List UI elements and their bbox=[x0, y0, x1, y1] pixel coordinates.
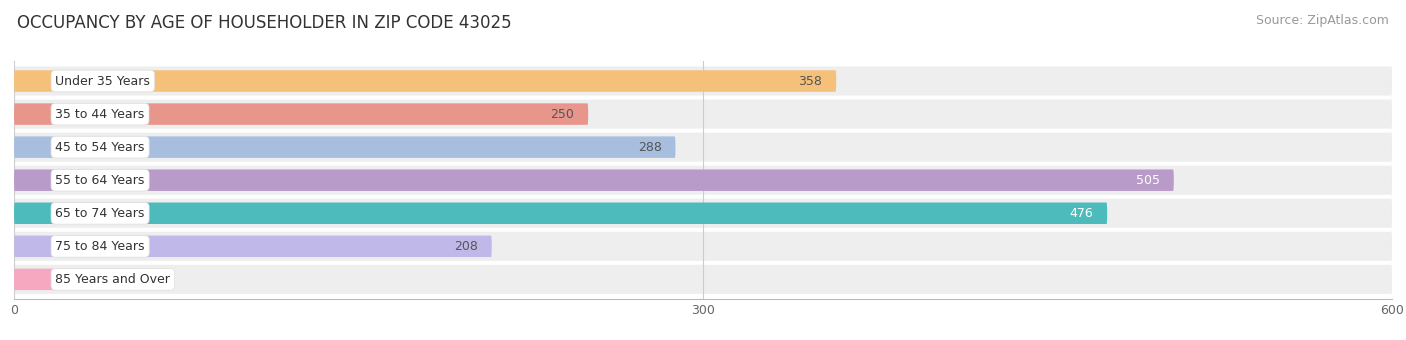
FancyBboxPatch shape bbox=[14, 136, 675, 158]
Text: Source: ZipAtlas.com: Source: ZipAtlas.com bbox=[1256, 14, 1389, 27]
Text: 250: 250 bbox=[551, 107, 575, 121]
FancyBboxPatch shape bbox=[14, 133, 1392, 162]
Text: 75 to 84 Years: 75 to 84 Years bbox=[55, 240, 145, 253]
FancyBboxPatch shape bbox=[14, 236, 492, 257]
Text: 65 to 74 Years: 65 to 74 Years bbox=[55, 207, 145, 220]
FancyBboxPatch shape bbox=[14, 199, 1392, 228]
FancyBboxPatch shape bbox=[14, 203, 1107, 224]
FancyBboxPatch shape bbox=[14, 232, 1392, 261]
Text: OCCUPANCY BY AGE OF HOUSEHOLDER IN ZIP CODE 43025: OCCUPANCY BY AGE OF HOUSEHOLDER IN ZIP C… bbox=[17, 14, 512, 32]
FancyBboxPatch shape bbox=[14, 269, 136, 290]
FancyBboxPatch shape bbox=[14, 70, 837, 92]
Text: 45 to 54 Years: 45 to 54 Years bbox=[55, 141, 145, 154]
FancyBboxPatch shape bbox=[14, 265, 1392, 294]
FancyBboxPatch shape bbox=[14, 100, 1392, 129]
FancyBboxPatch shape bbox=[14, 67, 1392, 96]
Text: 53: 53 bbox=[155, 273, 170, 286]
Text: 208: 208 bbox=[454, 240, 478, 253]
Text: Under 35 Years: Under 35 Years bbox=[55, 74, 150, 87]
FancyBboxPatch shape bbox=[14, 169, 1174, 191]
Text: 476: 476 bbox=[1070, 207, 1094, 220]
Text: 358: 358 bbox=[799, 74, 823, 87]
Text: 288: 288 bbox=[638, 141, 662, 154]
Text: 55 to 64 Years: 55 to 64 Years bbox=[55, 174, 145, 187]
FancyBboxPatch shape bbox=[14, 166, 1392, 195]
Text: 505: 505 bbox=[1136, 174, 1160, 187]
FancyBboxPatch shape bbox=[14, 103, 588, 125]
Text: 35 to 44 Years: 35 to 44 Years bbox=[55, 107, 145, 121]
Text: 85 Years and Over: 85 Years and Over bbox=[55, 273, 170, 286]
